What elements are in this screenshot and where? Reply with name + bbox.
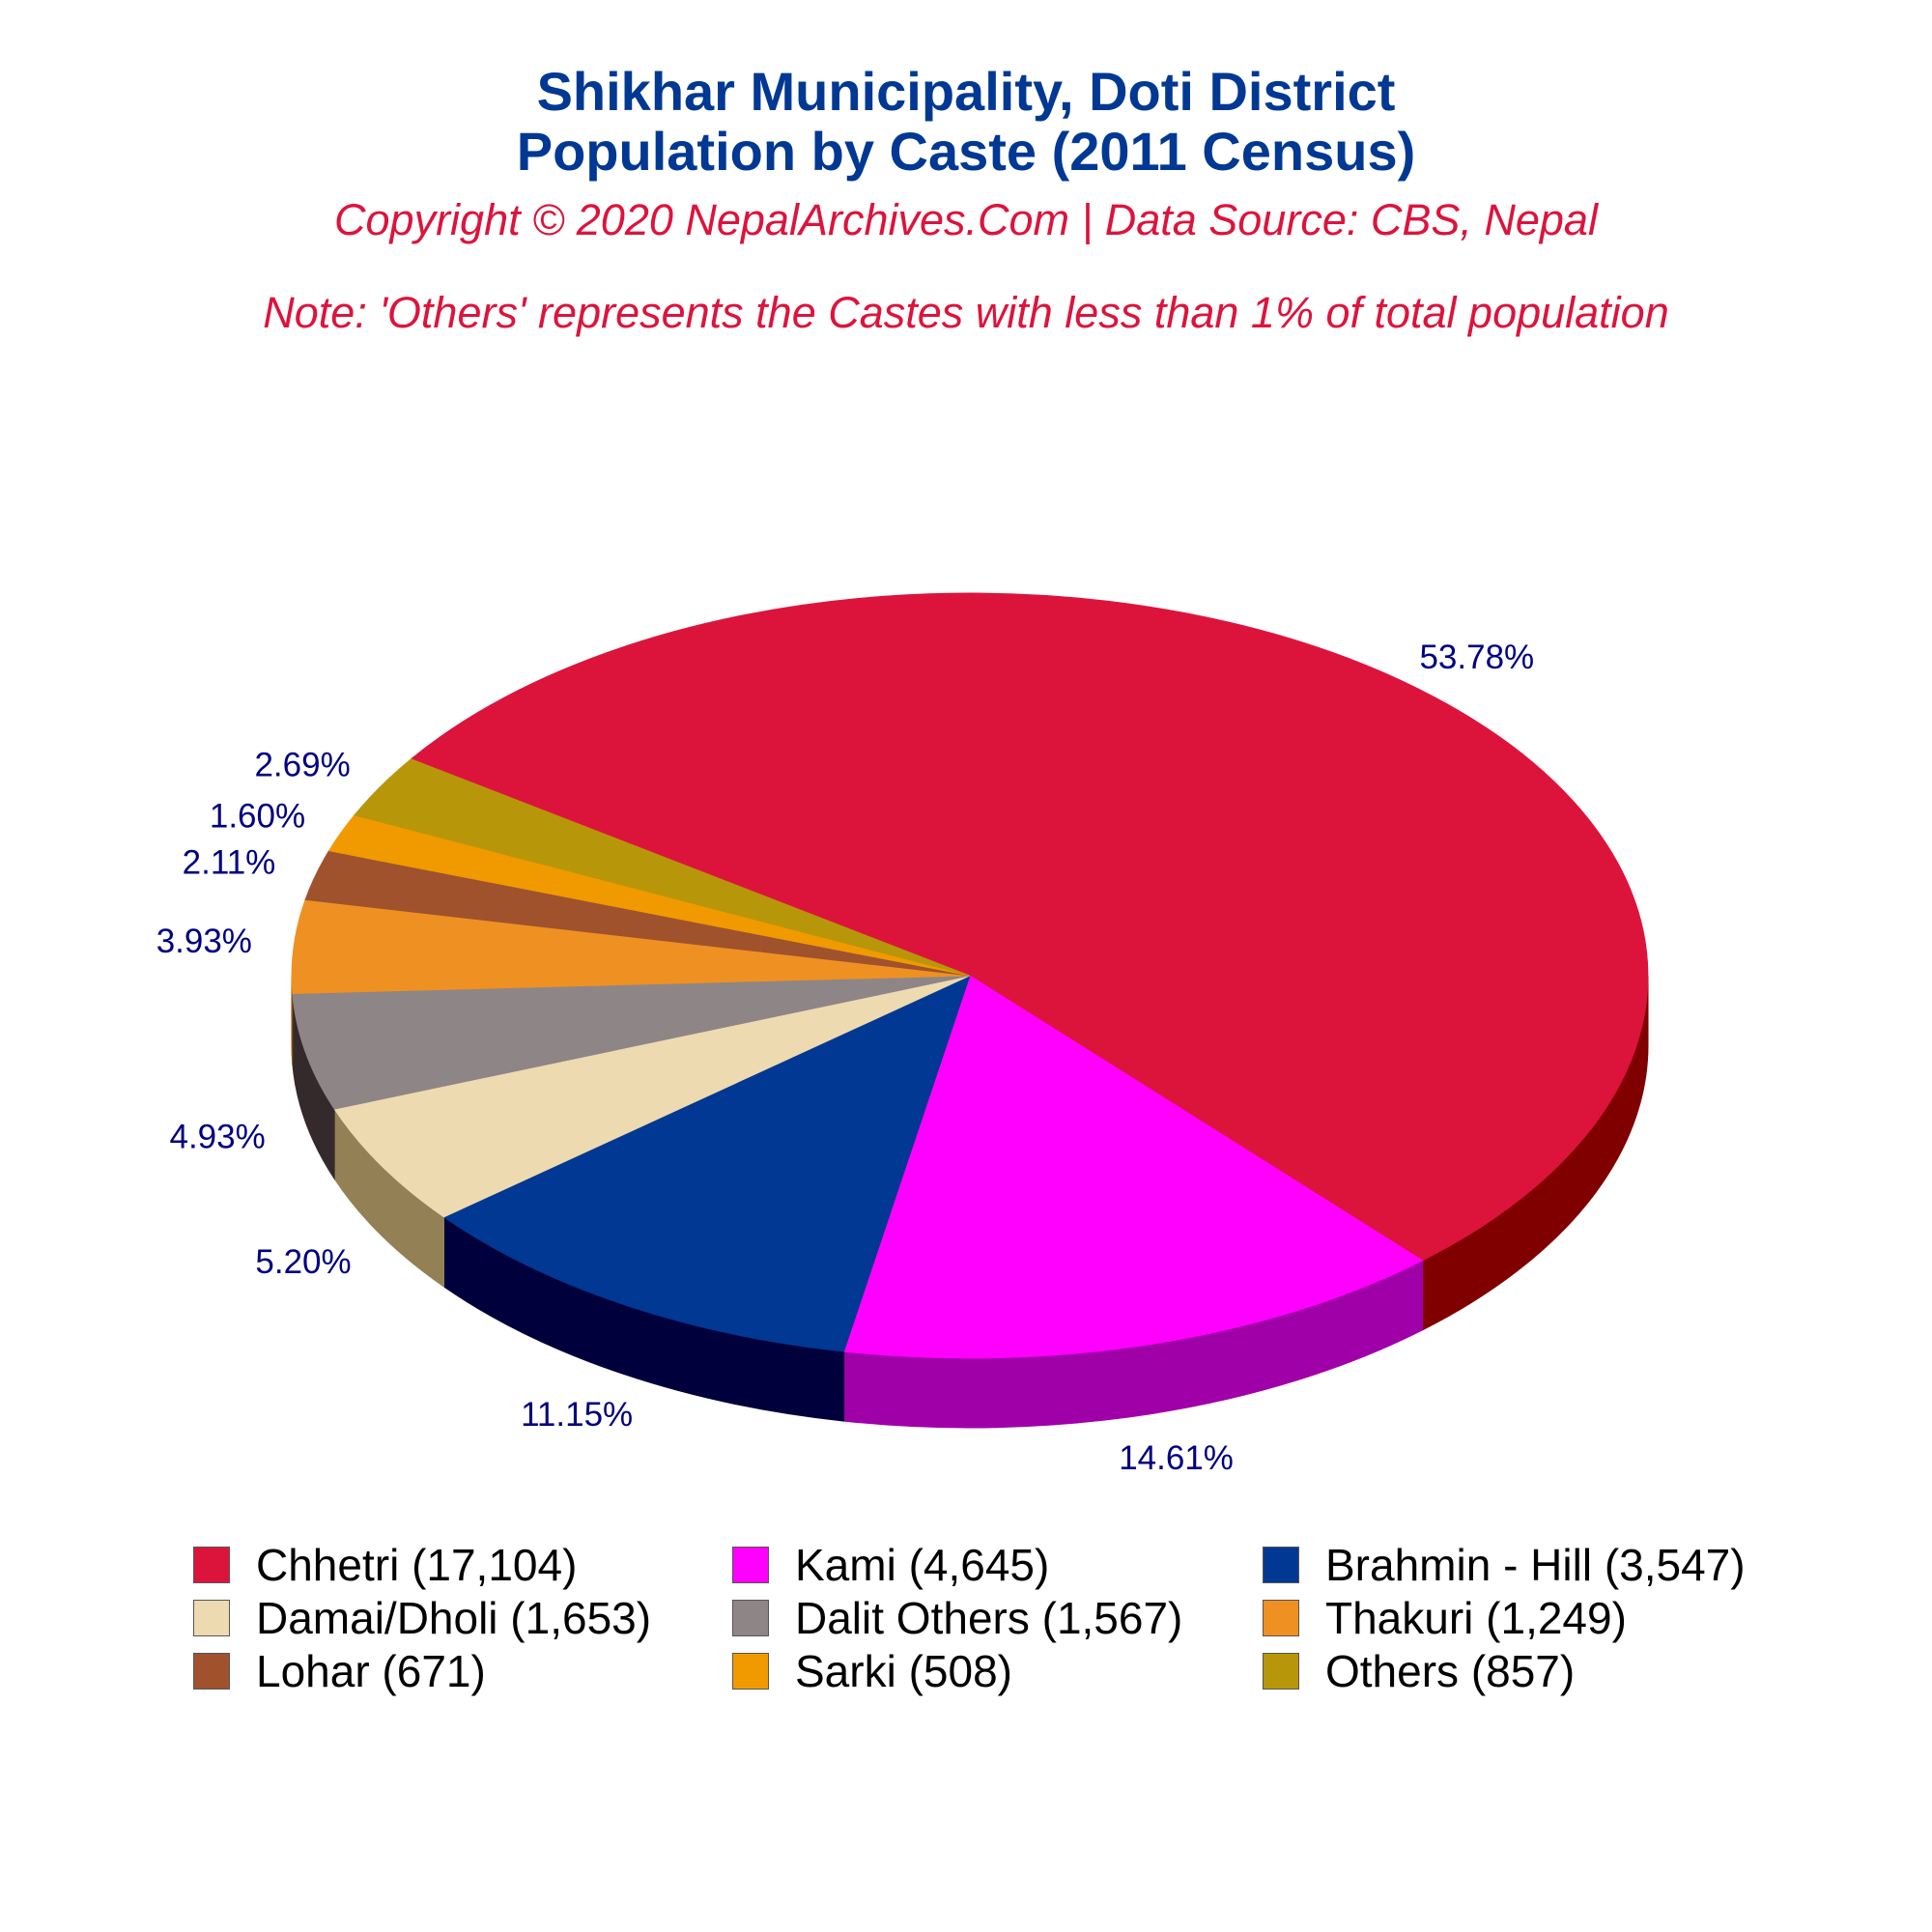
note-text: Note: 'Others' represents the Castes wit… (263, 288, 1669, 337)
legend-label: Dalit Others (1,567) (795, 1593, 1183, 1643)
legend-swatch (1263, 1600, 1299, 1636)
legend-swatch (1263, 1547, 1299, 1583)
pie-tops (291, 592, 1649, 1359)
legend-label: Lohar (671) (256, 1646, 486, 1696)
legend-label: Chhetri (17,104) (256, 1540, 578, 1590)
legend-swatch (732, 1653, 769, 1690)
legend-label: Others (857) (1325, 1646, 1576, 1696)
legend-item-lohar: Lohar (671) (193, 1645, 486, 1697)
legend-swatch (193, 1653, 230, 1690)
legend-item-sarki: Sarki (508) (732, 1645, 1012, 1697)
legend-label: Sarki (508) (795, 1646, 1012, 1696)
legend-label: Kami (4,645) (795, 1540, 1050, 1590)
percent-label-brahmin-hill: 11.15% (521, 1396, 633, 1434)
legend-label: Brahmin - Hill (3,547) (1325, 1540, 1746, 1590)
copyright-text: Copyright © 2020 NepalArchives.Com | Dat… (334, 195, 1598, 244)
legend-item-kami: Kami (4,645) (732, 1539, 1049, 1591)
legend-label: Thakuri (1,249) (1325, 1593, 1627, 1643)
slice-brahmin-hill (442, 975, 971, 1352)
legend-item-damai-dholi: Damai/Dholi (1,653) (193, 1592, 651, 1644)
legend-swatch (193, 1547, 230, 1583)
legend-swatch (732, 1547, 769, 1583)
chart-title-line-2: Population by Caste (2011 Census) (516, 121, 1416, 182)
slice-damai-dholi (333, 975, 971, 1218)
slice-others (354, 758, 971, 977)
chart-title-line-1: Shikhar Municipality, Doti District (536, 61, 1396, 122)
percent-label-kami: 14.61% (1119, 1439, 1234, 1477)
percent-label-damai-dholi: 5.20% (255, 1243, 351, 1281)
slice-kami (843, 975, 1424, 1359)
legend-swatch (1263, 1653, 1299, 1690)
legend-item-thakuri: Thakuri (1,249) (1263, 1592, 1627, 1644)
percent-label-sarki: 1.60% (210, 797, 305, 835)
percent-label-others: 2.69% (254, 747, 350, 784)
legend-item-dalit-others: Dalit Others (1,567) (732, 1592, 1182, 1644)
legend-label: Damai/Dholi (1,653) (256, 1593, 652, 1643)
legend-item-others: Others (857) (1263, 1645, 1575, 1697)
percent-label-chhetri: 53.78% (1419, 639, 1534, 676)
legend-swatch (193, 1600, 230, 1636)
legend-item-brahmin-hill: Brahmin - Hill (3,547) (1263, 1539, 1746, 1591)
slice-chhetri (410, 592, 1649, 1262)
slice-dalit-others (292, 975, 971, 1110)
legend-swatch (732, 1600, 769, 1636)
percent-label-dalit-others: 4.93% (169, 1119, 265, 1156)
legend-item-chhetri: Chhetri (17,104) (193, 1539, 577, 1591)
percent-label-thakuri: 3.93% (156, 923, 252, 960)
percent-label-lohar: 2.11% (183, 844, 276, 882)
pie-labels: 53.78% 14.61% 11.15% 5.20% 4.93% 3.93% 2.11% 1.… (156, 639, 1534, 1477)
